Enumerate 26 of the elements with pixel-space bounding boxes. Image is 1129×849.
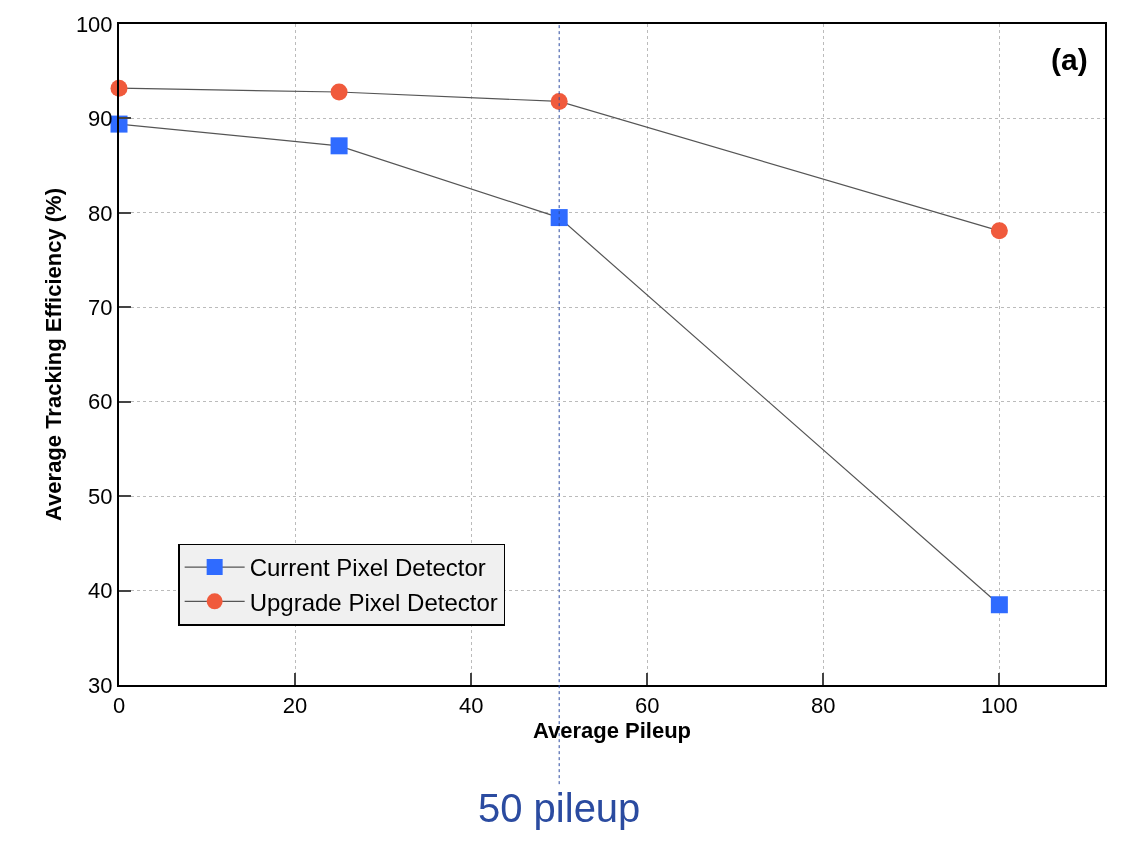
x-tick-label: 0 <box>112 693 126 719</box>
y-tick-label: 80 <box>88 200 113 226</box>
point <box>330 83 348 101</box>
point <box>990 596 1008 614</box>
x-tick-label: 100 <box>981 693 1018 719</box>
y-tick-label: 100 <box>75 11 113 37</box>
legend-label: Upgrade Pixel Detector <box>249 588 498 616</box>
y-tick-label: 40 <box>88 578 113 604</box>
y-tick-label: 50 <box>88 483 113 509</box>
legend-label: Current Pixel Detector <box>249 554 486 582</box>
y-tick-label: 30 <box>88 672 113 698</box>
y-tick-label: 90 <box>88 106 113 132</box>
x-tick-label: 80 <box>811 693 836 719</box>
x-tick-label: 20 <box>282 693 308 719</box>
y-axis-title: Average Tracking Efficiency (%) <box>41 188 67 521</box>
point <box>990 222 1008 240</box>
x-tick-label: 40 <box>458 693 484 719</box>
point <box>330 137 348 155</box>
annotation: (a) <box>1051 43 1088 76</box>
point <box>550 92 568 110</box>
x-axis-title: Average Pileup <box>532 718 692 744</box>
y-tick-label: 60 <box>88 389 113 415</box>
point <box>550 209 568 227</box>
y-tick-label: 70 <box>88 294 113 320</box>
x-tick-label: 60 <box>634 693 660 719</box>
ref-line-label: 50 pileup <box>478 786 641 830</box>
